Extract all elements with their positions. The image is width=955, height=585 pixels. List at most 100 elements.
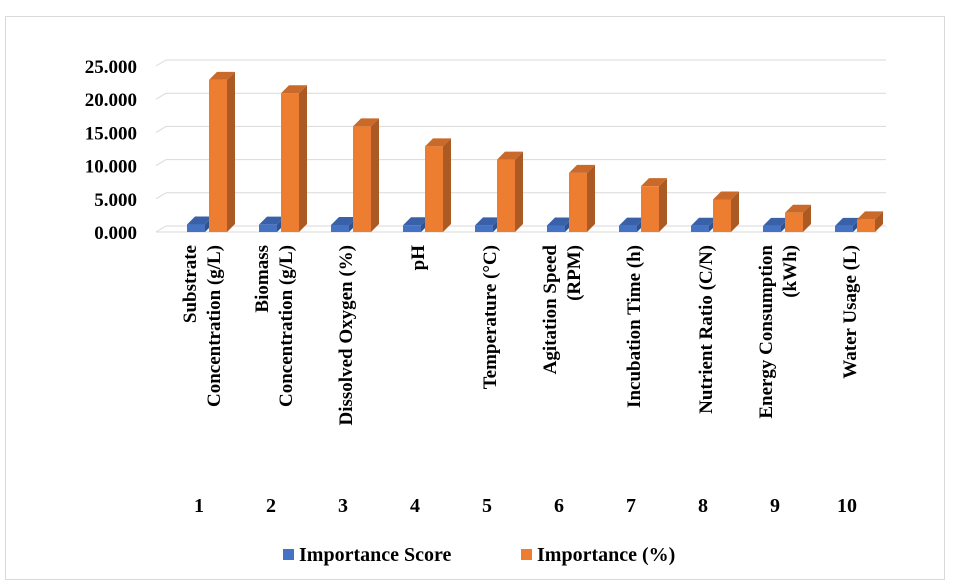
bar-side xyxy=(587,164,595,232)
bar-front xyxy=(331,225,349,232)
category-number: 8 xyxy=(698,495,708,517)
category-label: Water Usage (L) xyxy=(840,245,861,379)
y-tick-label: 20.000 xyxy=(85,90,137,111)
category-label: (kWh) xyxy=(780,245,801,298)
category-label: Temperature (°C) xyxy=(480,245,501,389)
category-number: 2 xyxy=(266,495,276,517)
chart-frame: 0.000 5.000 10.000 15.000 20.000 25.000 Subst… xyxy=(5,16,945,580)
category-numbers: 1 2 3 4 5 6 7 8 9 10 xyxy=(194,495,857,517)
category-label: Concentration (g/L) xyxy=(204,245,225,407)
bar-importance-percent xyxy=(353,118,379,232)
bar-importance-percent xyxy=(857,211,883,232)
bar-top xyxy=(763,217,789,226)
bar-top xyxy=(857,211,883,220)
bar-top xyxy=(691,217,717,226)
category-label: (RPM) xyxy=(564,245,585,301)
bar-top xyxy=(569,164,595,173)
y-tick-label: 0.000 xyxy=(94,223,137,244)
legend-item-importance-score: Importance Score xyxy=(283,544,451,566)
gridline-depth xyxy=(155,192,167,200)
bars xyxy=(187,71,883,232)
bar-front xyxy=(353,126,371,232)
bar-front xyxy=(403,225,421,232)
category-number: 3 xyxy=(338,495,348,517)
bar-front xyxy=(713,199,731,232)
category-number: 10 xyxy=(837,495,857,517)
bar-front xyxy=(857,219,875,232)
bar-front xyxy=(691,225,709,232)
gridline-depth xyxy=(155,92,167,100)
bar-importance-percent xyxy=(785,204,811,232)
legend-swatch xyxy=(283,549,294,560)
bar-front xyxy=(209,79,227,232)
bar-front xyxy=(785,212,803,232)
bar-importance-percent xyxy=(569,164,595,232)
bar-top xyxy=(209,71,235,80)
category-number: 9 xyxy=(770,495,780,517)
category-labels: Substrate Concentration (g/L) Biomass Conce… xyxy=(180,245,861,426)
y-tick-label: 15.000 xyxy=(85,123,137,144)
legend-item-importance-percent: Importance (%) xyxy=(521,544,675,566)
bar-top xyxy=(259,216,285,225)
chart-svg: 0.000 5.000 10.000 15.000 20.000 25.000 Subst… xyxy=(85,57,886,566)
category-label: Biomass xyxy=(252,245,273,313)
category-label: Nutrient Ratio (C/N) xyxy=(696,245,717,414)
bar-front xyxy=(497,159,515,232)
bar-top xyxy=(713,191,739,200)
bar-importance-percent xyxy=(425,138,451,232)
bar-top xyxy=(785,204,811,213)
bar-side xyxy=(731,191,739,232)
category-label: Dissolved Oxygen (%) xyxy=(336,245,357,426)
bar-top xyxy=(425,138,451,147)
bar-top xyxy=(641,178,667,187)
category-label: Agitation Speed xyxy=(540,245,561,375)
bar-front xyxy=(569,172,587,232)
bar-top xyxy=(497,151,523,160)
category-label: Substrate xyxy=(180,245,201,323)
bar-top xyxy=(835,217,861,226)
legend-label: Importance (%) xyxy=(537,544,675,566)
bar-side xyxy=(875,211,883,232)
category-label: Energy Consumption xyxy=(756,245,777,419)
legend-swatch xyxy=(521,549,532,560)
bar-top xyxy=(281,85,307,94)
category-number: 4 xyxy=(410,495,420,517)
bar-front xyxy=(763,225,781,232)
bar-importance-percent xyxy=(209,71,235,232)
category-label: Incubation Time (h) xyxy=(624,245,645,408)
legend-label: Importance Score xyxy=(299,544,451,566)
y-axis-ticks: 0.000 5.000 10.000 15.000 20.000 25.000 xyxy=(85,57,137,244)
bar-front xyxy=(425,146,443,232)
bar-top xyxy=(475,217,501,226)
bar-top xyxy=(619,217,645,226)
category-label: Concentration (g/L) xyxy=(276,245,297,407)
bar-front xyxy=(281,93,299,232)
category-number: 6 xyxy=(554,495,564,517)
bar-importance-percent xyxy=(281,85,307,232)
bar-top xyxy=(187,216,213,225)
y-tick-label: 10.000 xyxy=(85,157,137,178)
bar-top xyxy=(403,217,429,226)
y-tick-label: 25.000 xyxy=(85,57,137,78)
bar-importance-percent xyxy=(713,191,739,232)
category-label: pH xyxy=(408,245,429,271)
bar-front xyxy=(187,224,205,232)
bar-top xyxy=(331,217,357,226)
bar-front xyxy=(475,225,493,232)
bar-side xyxy=(659,178,667,232)
gridline-depth xyxy=(155,59,167,67)
bar-front xyxy=(259,224,277,232)
category-number: 1 xyxy=(194,495,204,517)
bar-importance-percent xyxy=(497,151,523,232)
gridline-depth xyxy=(155,159,167,167)
bar-top xyxy=(353,118,379,127)
bar-side xyxy=(227,71,235,232)
bar-side xyxy=(299,85,307,232)
gridline-depth xyxy=(155,225,167,233)
bar-top xyxy=(547,217,573,226)
bar-front xyxy=(641,186,659,232)
bar-front xyxy=(835,225,853,232)
bar-side xyxy=(803,204,811,232)
bar-side xyxy=(515,151,523,232)
bar-front xyxy=(619,225,637,232)
